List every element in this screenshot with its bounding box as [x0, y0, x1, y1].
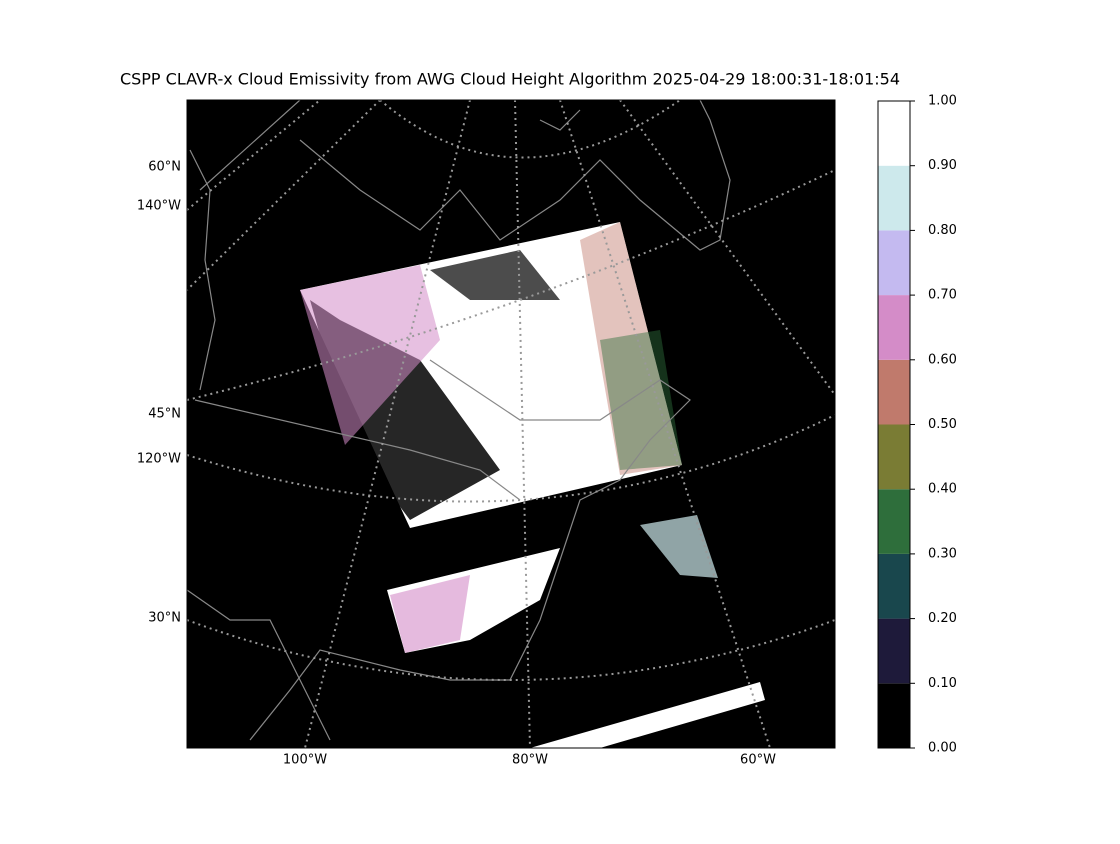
- lon-label: 100°W: [283, 753, 327, 768]
- map-frame: [186, 99, 836, 749]
- colorbar-tick-label: 0.10: [928, 676, 957, 691]
- colorbar-segment: [878, 424, 910, 490]
- graticule: [514, 100, 531, 748]
- lon-label: 60°W: [740, 753, 776, 768]
- colorbar-segment: [878, 230, 910, 296]
- colorbar-tick-label: 0.90: [928, 158, 957, 173]
- graticule: [619, 100, 835, 396]
- colorbar-segment: [878, 359, 910, 425]
- swath: [530, 682, 765, 748]
- lat-label: 45°N: [148, 407, 181, 422]
- graticule: [187, 414, 835, 503]
- colorbar-tick-label: 1.00: [928, 94, 957, 109]
- swath-cloud: [390, 575, 470, 653]
- colorbar-segment: [878, 165, 910, 231]
- colorbar-segment: [878, 489, 910, 554]
- lat-label: 30°N: [148, 611, 181, 626]
- colorbar-tick-label: 0.20: [928, 611, 957, 626]
- colorbar-segment: [878, 618, 910, 684]
- map-content: [187, 100, 835, 748]
- colorbar-tick-label: 0.30: [928, 546, 957, 561]
- graticule: [379, 100, 681, 159]
- colorbar-segment: [878, 295, 910, 360]
- colorbar-segment: [878, 683, 910, 748]
- swath-cloud: [580, 222, 682, 475]
- colorbar-tick-label: 0.60: [928, 352, 957, 367]
- swath-cloud: [600, 330, 682, 470]
- swath-cloud: [640, 515, 718, 578]
- colorbar-tick-label: 0.70: [928, 288, 957, 303]
- swath-clear: [430, 250, 560, 300]
- lon-label: 140°W: [137, 199, 181, 214]
- graticule: [187, 619, 835, 681]
- colorbar-tick-label: 0.50: [928, 417, 957, 432]
- title: CSPP CLAVR-x Cloud Emissivity from AWG C…: [120, 70, 900, 89]
- lat-label: 60°N: [148, 160, 181, 175]
- swath-cloud: [300, 265, 440, 445]
- colorbar-segment: [878, 553, 910, 619]
- lon-label: 120°W: [137, 452, 181, 467]
- colorbar-segment: [878, 101, 910, 166]
- coastline: [187, 100, 731, 741]
- colorbar-tick-label: 0.40: [928, 482, 957, 497]
- colorbar-tick-label: 0.00: [928, 741, 957, 756]
- lon-label: 80°W: [512, 753, 548, 768]
- colorbar-tick-label: 0.80: [928, 223, 957, 238]
